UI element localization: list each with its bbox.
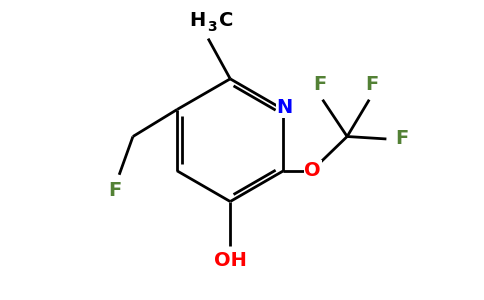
Text: O: O [304,161,321,180]
Text: 3: 3 [207,20,216,34]
Text: H: H [189,11,206,30]
Text: N: N [277,98,293,117]
Text: OH: OH [214,250,247,270]
Text: F: F [314,75,327,94]
Text: F: F [365,75,378,94]
Text: F: F [108,181,122,200]
Text: C: C [219,11,234,30]
Text: F: F [395,130,408,148]
